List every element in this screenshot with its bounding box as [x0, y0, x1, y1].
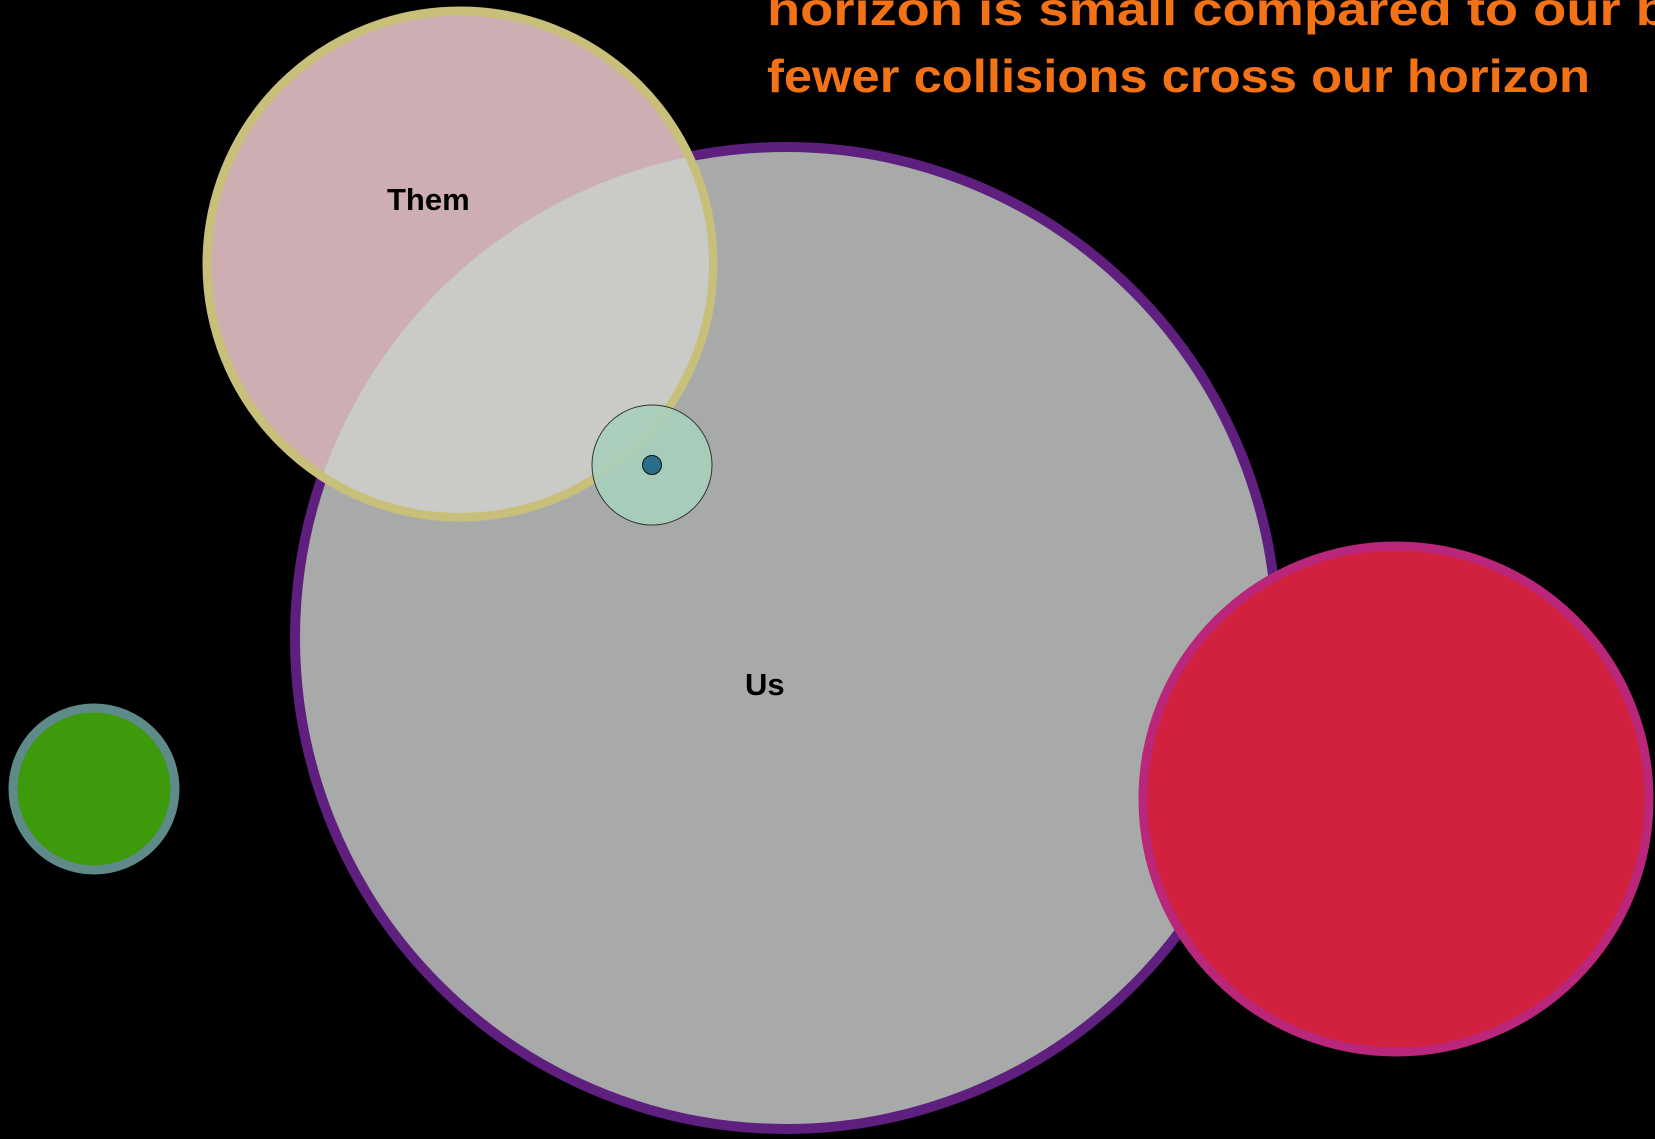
green-bubble: [8, 703, 180, 875]
observer-dot: [642, 455, 662, 475]
heading-line: horizon is small compared to our bu: [767, 0, 1655, 35]
us-label: Us: [745, 667, 785, 702]
red-bubble: [1138, 541, 1654, 1057]
heading-line: fewer collisions cross our horizon: [767, 50, 1590, 102]
them-label: Them: [387, 182, 470, 217]
